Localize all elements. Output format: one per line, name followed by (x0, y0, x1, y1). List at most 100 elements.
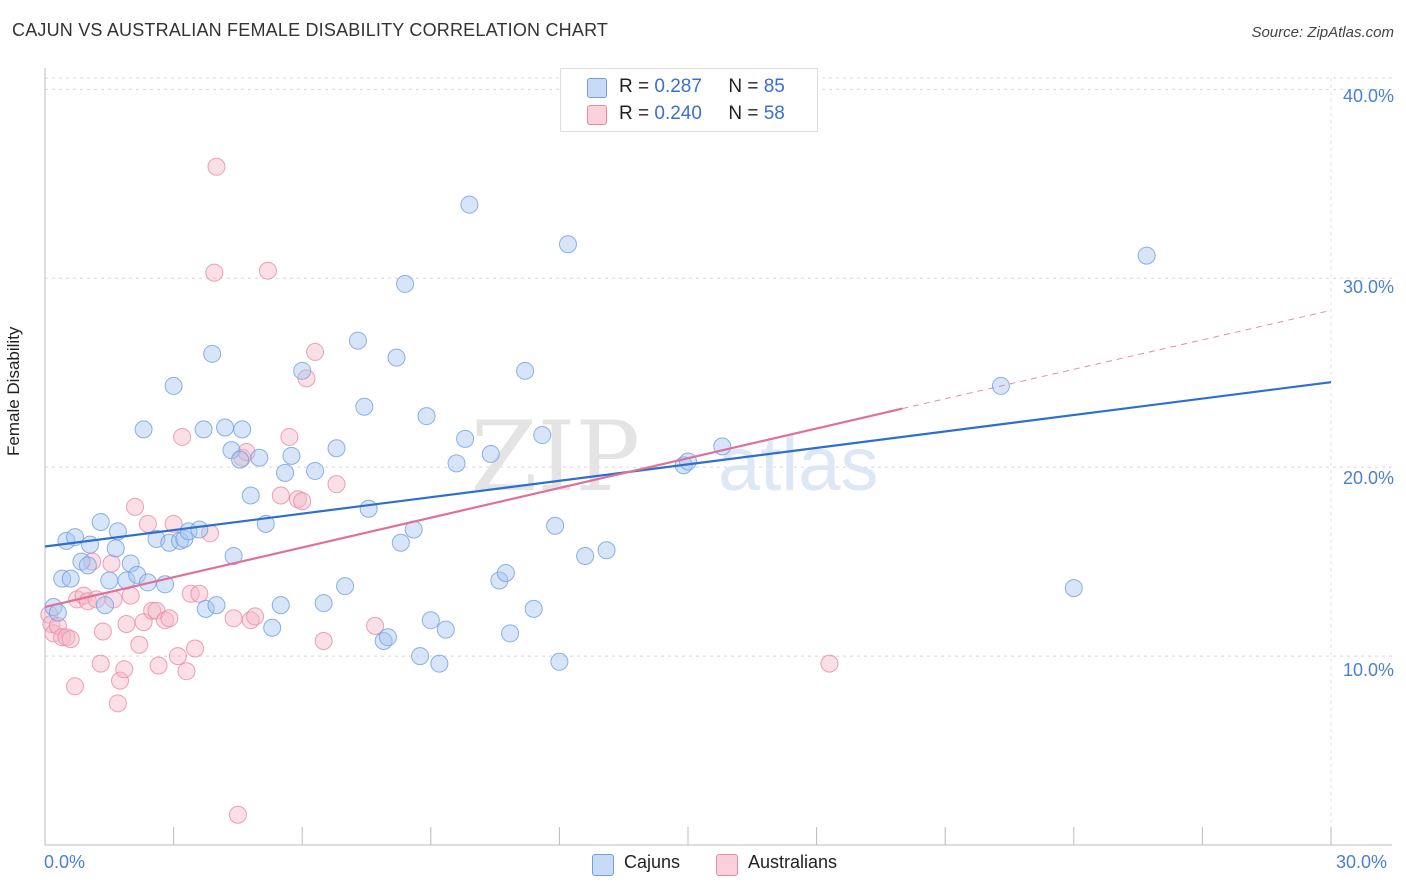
cajun-point (447, 454, 466, 473)
cajun-point (1137, 246, 1156, 265)
cajun-point (194, 420, 213, 439)
cajun-point (533, 426, 552, 445)
cajun-point (411, 647, 430, 666)
australian-point (306, 342, 325, 361)
cajun-point (396, 274, 415, 293)
cajun-point (106, 539, 125, 558)
cajun-point (231, 450, 250, 469)
cajun-point (100, 571, 119, 590)
legend-swatch-pink (587, 105, 607, 125)
cajun-point (78, 556, 97, 575)
cajun-trend-line (44, 381, 1332, 548)
cajun-point (516, 361, 535, 380)
cajun-point (1064, 579, 1083, 598)
australian-point (258, 261, 277, 280)
cajun-point (48, 603, 67, 622)
cajun-point (263, 618, 282, 637)
cajun-point (250, 448, 269, 467)
cajun-point (61, 569, 80, 588)
cajun-point (196, 599, 215, 618)
cajun-point (355, 397, 374, 416)
australian-point (177, 662, 196, 681)
cajun-point (233, 420, 252, 439)
legend-n-label: N = (728, 76, 759, 97)
australian-point (91, 654, 110, 673)
australian-point (280, 427, 299, 446)
cajun-point (81, 535, 100, 554)
australian-point (121, 586, 140, 605)
australian-trend-extension (902, 309, 1332, 410)
cajun-point (203, 344, 222, 363)
bottom-legend-swatch-blue (592, 854, 614, 876)
legend-r-value: 0.240 (654, 103, 702, 124)
bottom-legend-label: Australians (748, 852, 838, 872)
legend-n-value: 58 (763, 103, 785, 124)
australian-trend-line (44, 407, 903, 609)
cajun-point (597, 541, 616, 560)
australian-point (228, 805, 247, 824)
source-label: Source: ZipAtlas.com (1251, 24, 1394, 41)
australian-point (293, 492, 312, 511)
australian-point (186, 639, 205, 658)
chart-title: CAJUN VS AUSTRALIAN FEMALE DISABILITY CO… (12, 20, 609, 40)
australian-point (160, 609, 179, 628)
cajun-point (496, 563, 515, 582)
cajun-point (576, 546, 595, 565)
australian-point (143, 601, 162, 620)
australian-point (205, 263, 224, 282)
legend-r-value: 0.287 (654, 76, 702, 97)
cajun-point (91, 512, 110, 531)
cajun-point (481, 444, 500, 463)
australian-point (173, 427, 192, 446)
australian-point (111, 671, 130, 690)
australian-point (117, 614, 136, 633)
legend-r-label: R = (619, 103, 650, 124)
cajun-point (460, 195, 479, 214)
cajun-point (456, 429, 475, 448)
cajun-point (421, 611, 440, 630)
australian-point (115, 660, 134, 679)
cajun-point (546, 516, 565, 535)
cajun-point (391, 533, 410, 552)
cajun-point (216, 418, 235, 437)
australian-point (271, 486, 290, 505)
australian-point (126, 497, 145, 516)
y-tick-label: 20.0% (1342, 468, 1394, 488)
cajun-point (224, 546, 243, 565)
legend-r-label: R = (619, 76, 650, 97)
cajun-point (387, 348, 406, 367)
x-tick-label: 30.0% (1336, 852, 1388, 872)
cajun-point (490, 571, 509, 590)
cajun-point (134, 420, 153, 439)
cajun-point (679, 452, 697, 471)
australian-point (66, 677, 85, 696)
australian-point (108, 694, 127, 713)
cajun-point (327, 439, 346, 458)
cajun-point (550, 652, 569, 671)
bottom-legend-swatch-pink (716, 854, 738, 876)
grid-lines (45, 77, 1392, 845)
bottom-legend-label: Cajuns (624, 852, 681, 872)
cajun-point (501, 624, 520, 643)
australian-point (61, 630, 80, 649)
correlation-legend: R = 0.287 N = 85 R = 0.240 N = 58 (560, 68, 818, 132)
cajun-point (276, 463, 295, 482)
australian-point (93, 622, 112, 641)
legend-n-value: 85 (763, 76, 785, 97)
australian-point (138, 514, 157, 533)
cajun-point (282, 446, 301, 465)
y-tick-label: 10.0% (1342, 660, 1394, 680)
australian-point (168, 647, 187, 666)
cajun-point (306, 461, 325, 480)
australian-point (314, 631, 333, 650)
australian-point (149, 656, 168, 675)
axes (44, 68, 1392, 846)
cajun-point (293, 361, 312, 380)
trend-lines (44, 309, 1332, 609)
cajun-point (190, 520, 209, 539)
y-tick-label: 30.0% (1342, 277, 1394, 297)
cajun-point (359, 499, 378, 518)
cajun-point (430, 654, 449, 673)
australian-point (130, 635, 149, 654)
